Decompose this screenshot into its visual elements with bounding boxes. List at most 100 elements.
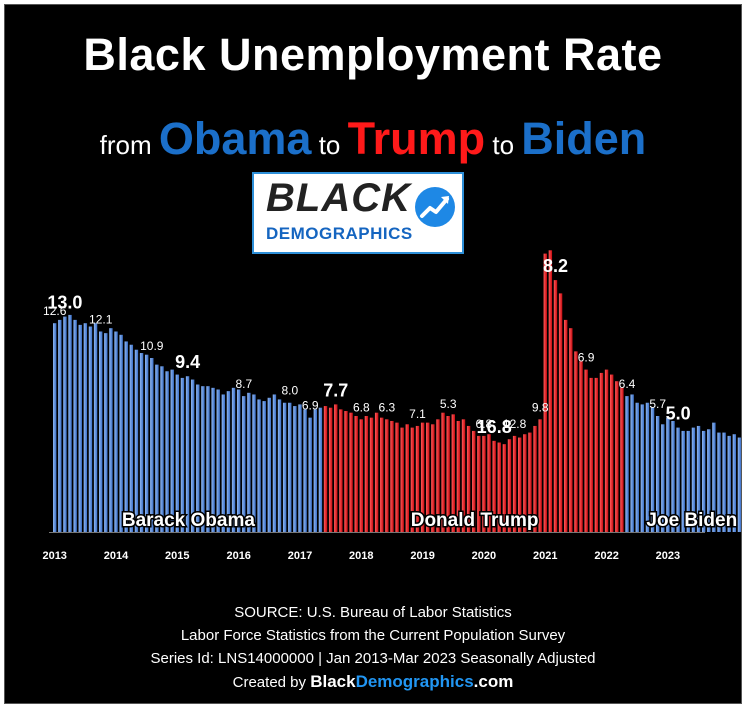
bar-barack-obama-52 xyxy=(318,407,323,532)
bar-donald-trump-110 xyxy=(615,381,619,532)
bar-donald-trump-68 xyxy=(400,427,404,532)
bar-donald-trump-101 xyxy=(569,328,573,532)
chart-title: Black Unemployment Rate xyxy=(83,29,663,80)
data-label: 8.2 xyxy=(543,256,568,276)
subtitle-from: from xyxy=(99,130,152,160)
bar-barack-obama-49 xyxy=(303,409,307,532)
created-by-site[interactable]: BlackDemographics.com xyxy=(310,672,513,691)
bar-donald-trump-71 xyxy=(415,425,420,532)
bar-joe-biden-120 xyxy=(666,417,670,532)
bar-joe-biden-127 xyxy=(701,430,706,532)
bar-barack-obama-50 xyxy=(308,417,312,532)
bar-barack-obama-16 xyxy=(134,349,139,532)
source-block: SOURCE: U.S. Bureau of Labor Statistics … xyxy=(5,601,741,694)
bar-barack-obama-3 xyxy=(68,314,72,532)
source-line-1: SOURCE: U.S. Bureau of Labor Statistics xyxy=(234,604,512,621)
bar-chart: 2013 2014 2015 2016 2017 2018 2019 2020 2021 2022… xyxy=(42,250,741,562)
created-by-line: Created by BlackDemographics.com xyxy=(5,670,741,694)
bar-barack-obama-43 xyxy=(272,394,277,532)
data-label: 13.0 xyxy=(47,293,82,313)
bar-donald-trump-88 xyxy=(502,444,507,532)
bar-barack-obama-45 xyxy=(282,402,287,532)
bar-barack-obama-48 xyxy=(298,404,302,532)
bar-donald-trump-66 xyxy=(390,420,394,532)
bar-barack-obama-25 xyxy=(180,377,185,532)
bar-barack-obama-18 xyxy=(144,354,149,532)
bar-barack-obama-30 xyxy=(206,386,210,532)
data-label: 6.9 xyxy=(578,351,595,365)
bar-donald-trump-70 xyxy=(410,427,415,532)
bar-barack-obama-39 xyxy=(252,394,256,532)
data-label: 6.8 xyxy=(353,400,370,414)
bar-barack-obama-44 xyxy=(277,399,282,532)
data-label: 6.4 xyxy=(619,377,636,391)
bar-barack-obama-32 xyxy=(216,389,220,532)
bar-joe-biden-122 xyxy=(676,427,680,532)
bar-barack-obama-46 xyxy=(288,402,292,532)
bar-donald-trump-76 xyxy=(441,412,445,532)
bar-barack-obama-27 xyxy=(190,379,195,532)
bar-donald-trump-80 xyxy=(461,419,466,532)
bar-barack-obama-28 xyxy=(196,384,200,532)
subtitle-obama: Obama xyxy=(158,113,312,164)
bar-joe-biden-125 xyxy=(691,427,696,532)
bar-donald-trump-98 xyxy=(553,280,558,532)
bar-donald-trump-78 xyxy=(451,414,455,532)
bar-barack-obama-8 xyxy=(93,323,98,532)
bar-barack-obama-42 xyxy=(267,397,272,532)
bar-barack-obama-24 xyxy=(175,374,180,532)
bar-donald-trump-103 xyxy=(579,361,583,532)
bar-donald-trump-59 xyxy=(354,416,358,532)
bar-barack-obama-5 xyxy=(78,324,82,532)
data-label: 12.1 xyxy=(89,313,113,327)
bar-joe-biden-129 xyxy=(712,422,716,532)
bar-barack-obama-47 xyxy=(293,406,297,532)
data-label: 9.4 xyxy=(175,352,200,372)
data-label: 7.7 xyxy=(323,380,348,400)
bar-donald-trump-69 xyxy=(405,424,409,532)
bar-donald-trump-86 xyxy=(492,440,496,532)
bar-barack-obama-13 xyxy=(119,334,123,532)
source-line-3: Series Id: LNS14000000 | Jan 2013-Mar 20… xyxy=(150,650,596,667)
x-tick-label: 2019 xyxy=(410,550,434,562)
bar-joe-biden-124 xyxy=(686,430,691,532)
bar-donald-trump-89 xyxy=(507,439,512,532)
bar-donald-trump-73 xyxy=(426,422,430,532)
data-label: 6.9 xyxy=(302,399,319,413)
logo-text-demographics: DEMOGRAPHICS xyxy=(266,224,413,243)
bar-barack-obama-12 xyxy=(114,331,118,532)
bar-joe-biden-117 xyxy=(650,407,655,532)
bar-donald-trump-53 xyxy=(323,406,328,532)
bar-donald-trump-85 xyxy=(487,434,491,532)
x-tick-label: 2013 xyxy=(42,550,66,562)
data-label: 5.0 xyxy=(666,404,691,424)
bar-barack-obama-37 xyxy=(242,396,246,532)
bar-donald-trump-87 xyxy=(497,442,501,532)
bar-donald-trump-99 xyxy=(558,293,563,532)
bar-joe-biden-114 xyxy=(635,402,639,532)
bar-donald-trump-79 xyxy=(456,420,461,532)
x-tick-label: 2017 xyxy=(288,550,312,562)
chart-subtitle: from Obama to Trump to Biden xyxy=(5,113,741,165)
bar-donald-trump-62 xyxy=(369,417,374,532)
bar-joe-biden-118 xyxy=(655,416,660,532)
bar-barack-obama-26 xyxy=(185,376,190,532)
data-label: 5.3 xyxy=(440,397,457,411)
x-tick-label: 2018 xyxy=(349,550,373,562)
bar-donald-trump-93 xyxy=(528,432,532,532)
series-label-joe-biden: Joe Biden xyxy=(646,510,737,531)
bar-joe-biden-128 xyxy=(707,429,711,532)
bar-donald-trump-95 xyxy=(538,419,542,532)
logo-text-black: BLACK xyxy=(266,176,411,220)
x-tick-label: 2016 xyxy=(226,550,250,562)
bar-joe-biden-132 xyxy=(727,435,731,532)
bar-joe-biden-123 xyxy=(681,430,685,532)
bar-donald-trump-64 xyxy=(380,417,384,532)
subtitle-to-2: to xyxy=(492,130,515,160)
bar-barack-obama-23 xyxy=(170,369,174,532)
bar-donald-trump-102 xyxy=(574,351,578,532)
data-label: 6.8 xyxy=(476,417,493,431)
bar-barack-obama-19 xyxy=(150,358,154,532)
bar-donald-trump-81 xyxy=(466,425,471,532)
bar-barack-obama-14 xyxy=(124,341,128,532)
